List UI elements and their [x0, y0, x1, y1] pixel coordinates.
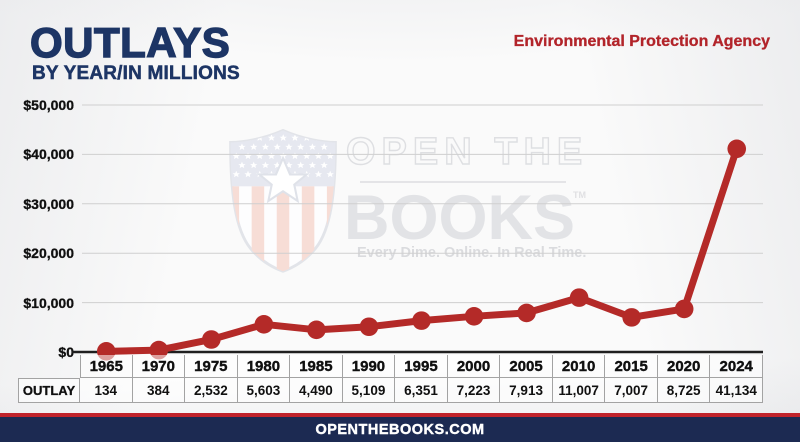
data-point-1985	[307, 320, 326, 340]
data-point-1990	[359, 317, 379, 337]
outlay-value-cell: 41,134	[710, 378, 763, 403]
outlay-value-cell: 384	[132, 378, 186, 403]
outlay-value-cell: 2,532	[185, 378, 238, 403]
year-cell: 2024	[710, 355, 763, 378]
year-cell: 1975	[185, 355, 238, 378]
watermark-open-the: OPEN THE	[345, 131, 589, 173]
outlay-value-cell: 8,725	[657, 378, 711, 403]
year-cell: 1990	[342, 355, 396, 378]
year-cell: 2020	[657, 355, 711, 378]
outlay-value-cell: 11,007	[552, 378, 606, 403]
data-point-2005	[517, 303, 536, 323]
data-point-1975	[202, 330, 221, 349]
outlay-value-cell: 134	[80, 378, 133, 403]
y-axis-label: $0	[58, 344, 74, 360]
y-axis-label: $10,000	[23, 294, 74, 311]
year-cell: 2000	[447, 355, 501, 378]
data-point-1995	[412, 311, 431, 330]
y-axis-label: $50,000	[23, 97, 74, 113]
year-cell: 2010	[552, 355, 606, 378]
data-point-1970	[149, 340, 169, 360]
data-point-2024	[727, 139, 747, 159]
outlay-value-cell: 5,109	[342, 378, 396, 403]
page-subtitle: BY YEAR/IN MILLIONS	[32, 63, 240, 85]
year-cell: 1965	[80, 355, 133, 378]
y-axis-label: $40,000	[23, 146, 74, 163]
y-axis-label: $30,000	[23, 195, 74, 212]
year-cell: 1970	[132, 355, 186, 378]
footer-bar: OPENTHEBOOKS.COM	[0, 417, 800, 442]
data-point-2015	[622, 308, 641, 327]
data-point-1980	[254, 315, 274, 334]
outlay-value-cell: 7,913	[500, 378, 553, 403]
year-cell: 2015	[605, 355, 658, 378]
data-table: 1965 1970 1975 1980 1985 1990 1995 2000 2005 2010…	[18, 355, 763, 403]
data-point-2000	[464, 307, 484, 326]
year-cell: 1995	[395, 355, 448, 378]
year-cell: 1980	[237, 355, 291, 378]
outlay-value-cell: 5,603	[237, 378, 291, 403]
page-title: OUTLAYS	[29, 19, 231, 66]
outlay-value-cell: 4,490	[290, 378, 343, 403]
watermark-books: BOOKS	[344, 183, 576, 253]
table-corner	[18, 355, 80, 378]
data-point-2020	[674, 299, 694, 319]
watermark-divider	[360, 181, 566, 183]
year-cell: 1985	[290, 355, 343, 378]
row-label-outlay: OUTLAY	[18, 378, 80, 403]
data-point-2010	[569, 288, 589, 307]
year-cell: 2005	[500, 355, 553, 378]
outlay-chart-svg	[72, 104, 763, 361]
footer-red-stripe	[0, 413, 800, 417]
outlay-value-cell: 6,351	[395, 378, 448, 403]
footer-link[interactable]: OPENTHEBOOKS.COM	[315, 421, 485, 438]
outlay-value-cell: 7,007	[605, 378, 658, 403]
y-axis-label: $20,000	[23, 245, 74, 262]
outlay-value-cell: 7,223	[447, 378, 501, 403]
open-the-books-shield-icon	[229, 128, 337, 273]
agency-label: Environmental Protection Agency	[513, 33, 771, 50]
watermark-trademark: TM	[573, 190, 586, 200]
